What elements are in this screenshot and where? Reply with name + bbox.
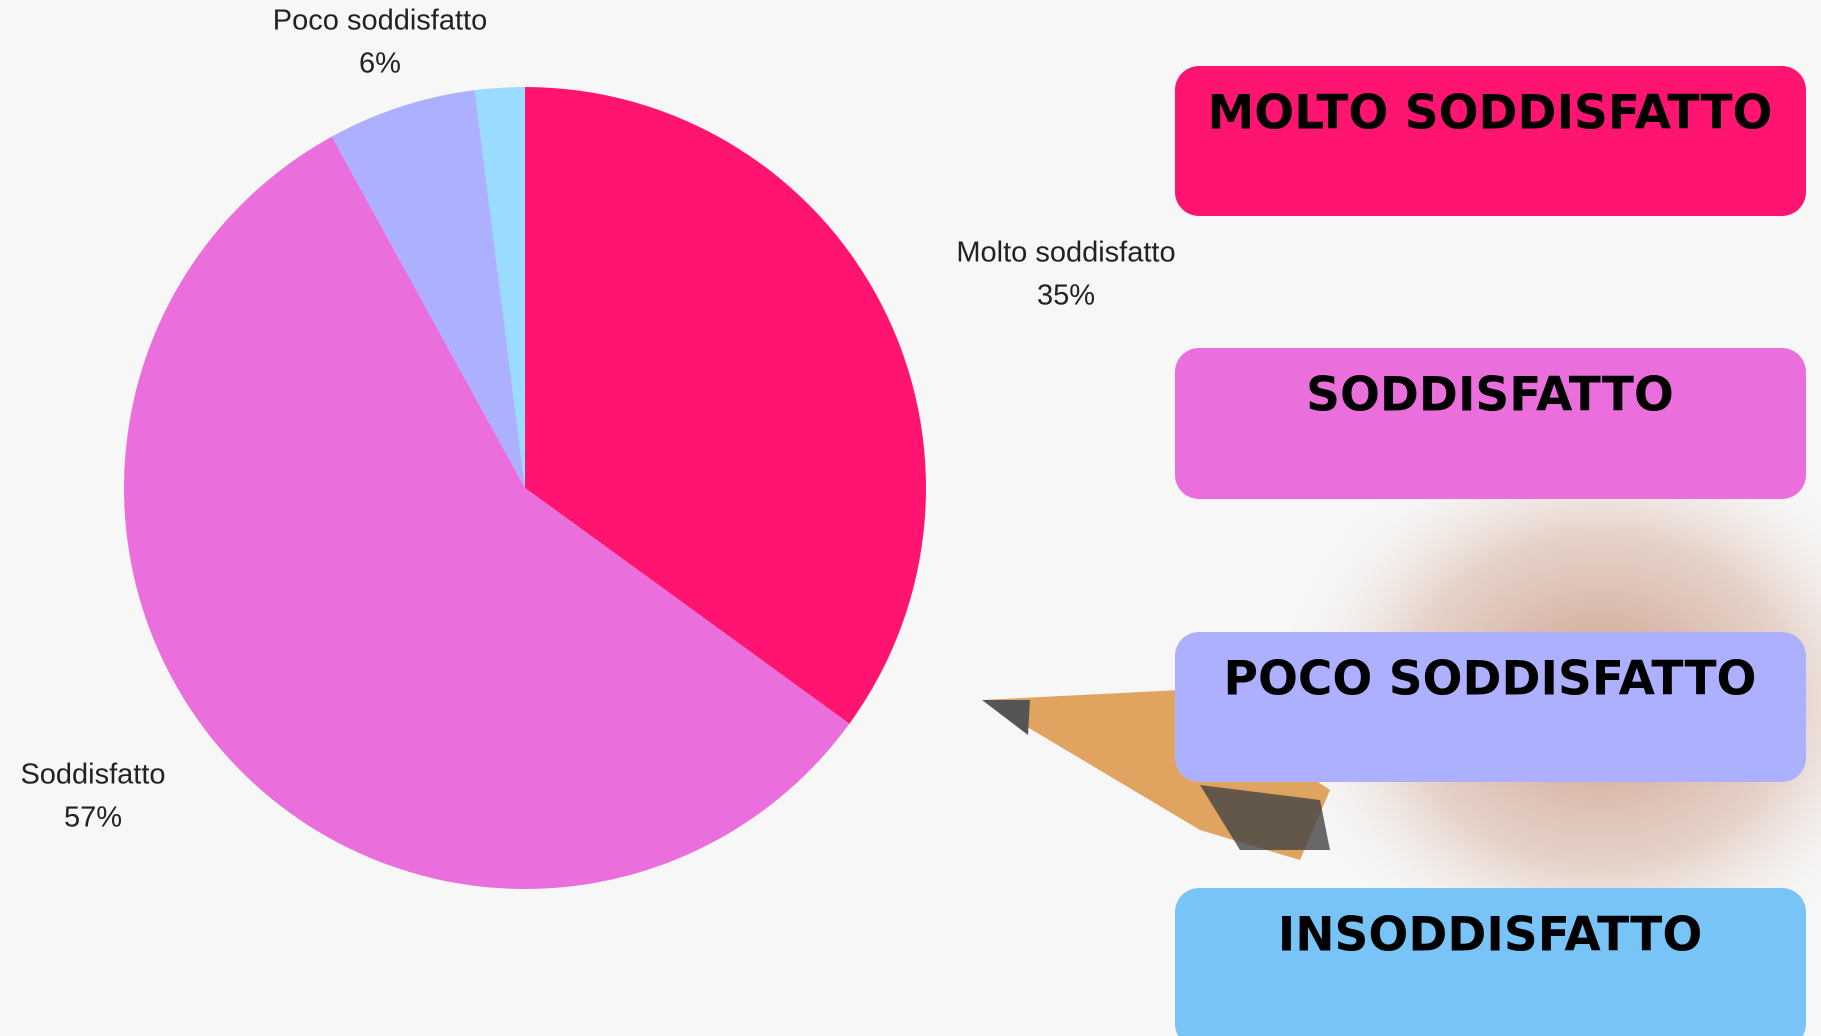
pencil-tip	[982, 700, 1030, 735]
legend-box-label: SODDISFATTO	[1306, 368, 1674, 423]
slice-value: 35%	[1037, 280, 1095, 312]
slice-value: 6%	[359, 48, 401, 80]
slice-label: Molto soddisfatto	[956, 237, 1175, 269]
legend-box	[1175, 888, 1806, 1036]
legend-box	[1175, 632, 1806, 782]
legend-box-label: POCO SODDISFATTO	[1224, 652, 1757, 707]
pie-slice	[331, 90, 525, 489]
slice-label: Soddisfatto	[20, 759, 165, 791]
slice-label: Poco soddisfatto	[273, 5, 487, 37]
legend-box-label: MOLTO SODDISFATTO	[1207, 86, 1772, 141]
legend-box	[1175, 348, 1806, 499]
slice-value: 57%	[64, 802, 122, 834]
pie	[124, 87, 926, 890]
pie-slice	[474, 87, 525, 488]
pie-slice	[124, 136, 850, 890]
legend-box	[1175, 66, 1806, 216]
pencil-end	[1200, 785, 1330, 850]
pie-slice	[525, 87, 926, 724]
legend-box-label: INSODDISFATTO	[1278, 908, 1703, 963]
